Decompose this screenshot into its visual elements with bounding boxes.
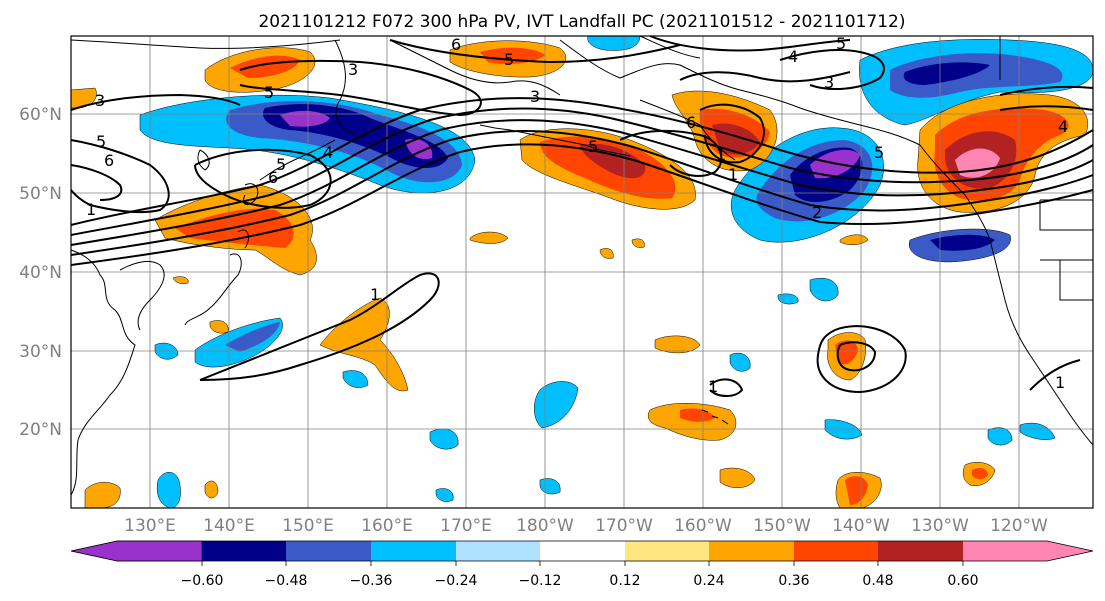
lon-label-130w: 130°W bbox=[911, 516, 969, 536]
colorbar-tick-label: 0.48 bbox=[862, 573, 893, 589]
contour-label: 4 bbox=[323, 143, 333, 162]
lat-label-60n: 60°N bbox=[19, 105, 62, 125]
contour-label: 5 bbox=[588, 137, 598, 156]
contour-label: 5 bbox=[836, 34, 846, 53]
contour-label: 1 bbox=[716, 145, 726, 164]
colorbar-tick-label: 0.24 bbox=[693, 573, 724, 589]
lat-label-20n: 20°N bbox=[19, 420, 62, 440]
lon-label-120w: 120°W bbox=[990, 516, 1048, 536]
contour-label: 4 bbox=[788, 47, 798, 66]
contour-label: 5 bbox=[504, 50, 514, 69]
lon-label-160e: 160°E bbox=[361, 516, 413, 536]
colorbar-segment bbox=[963, 541, 1093, 561]
colorbar: −0.60 −0.48 −0.36 −0.24 −0.12 0.12 0.24 … bbox=[70, 540, 1094, 589]
map-panel: 3 3 5 5 6 4 5 6 1 5 6 4 3 5 3 5 1 6 1 2 … bbox=[70, 34, 1094, 509]
contour-label: 1 bbox=[708, 377, 718, 396]
colorbar-segment bbox=[540, 541, 625, 561]
colorbar-tick-label: −0.60 bbox=[181, 573, 224, 589]
lon-label-170w: 170°W bbox=[595, 516, 653, 536]
contour-label: 5 bbox=[276, 155, 286, 174]
colorbar-tick-label: −0.36 bbox=[350, 573, 393, 589]
contour-label: 6 bbox=[268, 168, 278, 187]
colorbar-segment bbox=[286, 541, 371, 561]
lat-labels: 60°N 50°N 40°N 30°N 20°N bbox=[19, 105, 62, 440]
lon-label-150e: 150°E bbox=[282, 516, 334, 536]
colorbar-segment bbox=[709, 541, 794, 561]
colorbar-segment bbox=[456, 541, 540, 561]
colorbar-segment bbox=[70, 540, 203, 562]
contour-label: 3 bbox=[95, 91, 105, 110]
lon-label-130e: 130°E bbox=[124, 516, 176, 536]
colorbar-segment bbox=[371, 541, 456, 561]
colorbar-tick-label: −0.48 bbox=[265, 573, 308, 589]
map-title: 2021101212 F072 300 hPa PV, IVT Landfall… bbox=[258, 12, 905, 32]
contour-label: 3 bbox=[824, 73, 834, 92]
contour-label: 1 bbox=[728, 165, 738, 184]
colorbar-segment bbox=[878, 541, 963, 561]
contour-label: 5 bbox=[264, 83, 274, 102]
colorbar-tick-label: −0.12 bbox=[519, 573, 562, 589]
lon-labels: 130°E 140°E 150°E 160°E 170°E 180°W 170°… bbox=[124, 516, 1048, 536]
colorbar-segment bbox=[625, 541, 709, 561]
contour-label: 4 bbox=[1058, 117, 1068, 136]
lon-label-150w: 150°W bbox=[753, 516, 811, 536]
colorbar-tick-label: −0.24 bbox=[435, 573, 478, 589]
lon-label-170e: 170°E bbox=[440, 516, 492, 536]
contour-label: 6 bbox=[686, 113, 696, 132]
contour-label: 3 bbox=[348, 60, 358, 79]
lon-label-140e: 140°E bbox=[203, 516, 255, 536]
colorbar-tick-label: 0.12 bbox=[609, 573, 640, 589]
contour-label: 6 bbox=[104, 151, 114, 170]
lat-label-40n: 40°N bbox=[19, 263, 62, 283]
contour-label: 5 bbox=[96, 132, 106, 151]
contour-label: 6 bbox=[451, 35, 461, 54]
lat-label-50n: 50°N bbox=[19, 184, 62, 204]
lon-label-180w: 180°W bbox=[516, 516, 574, 536]
contour-labels: 3 3 5 5 6 4 5 6 1 5 6 4 3 5 3 5 1 6 1 2 … bbox=[86, 34, 1068, 396]
lat-label-30n: 30°N bbox=[19, 342, 62, 362]
lon-label-140w: 140°W bbox=[832, 516, 890, 536]
contour-label: 3 bbox=[530, 87, 540, 106]
colorbar-segment bbox=[202, 541, 286, 561]
contour-label: 1 bbox=[370, 285, 380, 304]
colorbar-tick-label: 0.36 bbox=[778, 573, 809, 589]
contour-label: 1 bbox=[1055, 373, 1065, 392]
shaded-fields bbox=[70, 35, 1094, 509]
colorbar-segment bbox=[794, 541, 878, 561]
contour-label: 1 bbox=[86, 200, 96, 219]
contour-label: 2 bbox=[812, 203, 822, 222]
coastlines bbox=[70, 35, 1094, 496]
contour-label: 5 bbox=[874, 143, 884, 162]
colorbar-tick-label: 0.60 bbox=[947, 573, 978, 589]
pv-contours bbox=[70, 35, 1094, 397]
lon-label-160w: 160°W bbox=[674, 516, 732, 536]
